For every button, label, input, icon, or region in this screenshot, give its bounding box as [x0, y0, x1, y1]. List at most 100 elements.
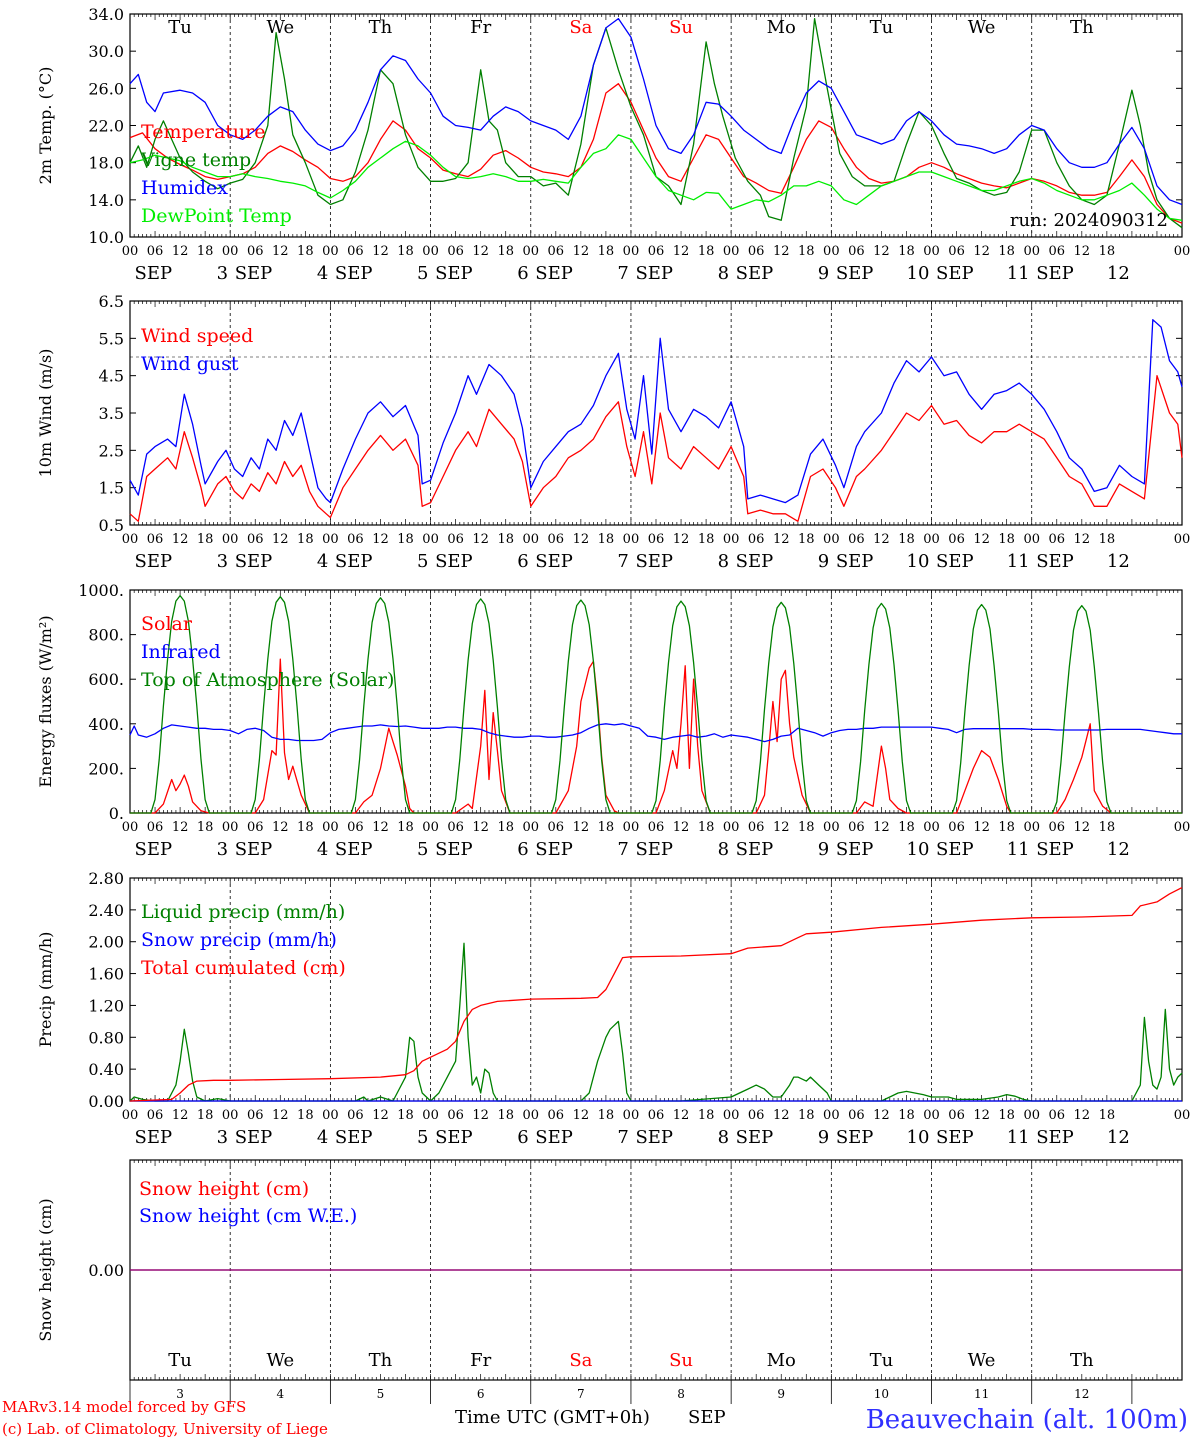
hour-label: 06 [147, 244, 164, 259]
hour-label: 12 [773, 532, 790, 547]
hour-label: 18 [397, 820, 414, 835]
hour-label: 12 [272, 1108, 289, 1123]
legend-entry: Infrared [141, 641, 221, 663]
hour-label: 18 [598, 820, 615, 835]
date-day-label: 8 [718, 839, 729, 860]
hour-label: 00 [322, 532, 339, 547]
date-month-label: SEP [635, 263, 673, 284]
panel-energy: 0. 200. 400. 600. 800. 1000. Energy fluxes (W/… [36, 581, 1190, 860]
hour-label: 06 [347, 244, 364, 259]
weekday-label: Mo [767, 1350, 796, 1371]
date-month-label: SEP [435, 551, 473, 572]
date-day-label: 12 [1107, 263, 1130, 284]
legend-entry: Snow precip (mm/h) [141, 929, 337, 951]
hour-label: 12 [372, 244, 389, 259]
date-month-label: SEP [135, 839, 173, 860]
hour-label: 12 [573, 1108, 590, 1123]
date-day-label: 12 [1107, 1127, 1130, 1148]
hour-label: 18 [598, 532, 615, 547]
y-tick-label: 200. [88, 759, 124, 778]
date-month-label: SEP [335, 1127, 373, 1148]
hour-label: 06 [548, 820, 565, 835]
hour-label: 18 [998, 244, 1015, 259]
weekday-label: Tu [168, 1350, 192, 1371]
y-tick-label: 800. [88, 626, 124, 645]
weekday-label: We [968, 17, 996, 38]
day-number-label: 10 [874, 1387, 889, 1401]
hour-label: 18 [497, 820, 514, 835]
date-day-label: 11 [1007, 839, 1030, 860]
hour-label: 12 [873, 1108, 890, 1123]
y-tick-label: 2.40 [88, 901, 124, 920]
run-annotation: run: 2024090312 [1010, 210, 1168, 231]
legend-entry: Snow height (cm W.E.) [139, 1205, 357, 1227]
hour-label: 18 [197, 532, 214, 547]
date-month-label: SEP [936, 551, 974, 572]
hour-label: 06 [748, 820, 765, 835]
date-month-label: SEP [836, 1127, 874, 1148]
date-day-label: 9 [818, 263, 829, 284]
hour-label: 12 [573, 532, 590, 547]
station-name: Beauvechain (alt. 100m) [866, 1405, 1188, 1435]
y-axis-label: 10m Wind (m/s) [36, 349, 55, 478]
day-number-label: 3 [176, 1387, 184, 1401]
hour-label: 18 [998, 1108, 1015, 1123]
hour-label: 18 [397, 1108, 414, 1123]
footer-month-label: SEP [688, 1407, 726, 1428]
hour-label: 12 [272, 820, 289, 835]
time-axis-label: Time UTC (GMT+0h) [455, 1407, 650, 1428]
hour-label: 12 [472, 532, 489, 547]
hour-label: 00 [823, 532, 840, 547]
date-month-label: SEP [535, 263, 573, 284]
weekday-label: Sa [569, 1350, 592, 1371]
date-month-label: SEP [836, 551, 874, 572]
hour-label: 12 [873, 532, 890, 547]
y-axis-label: Snow height (cm) [36, 1198, 55, 1341]
hour-label: 12 [472, 244, 489, 259]
date-day-label: 11 [1007, 1127, 1030, 1148]
weekday-label: Sa [569, 17, 592, 38]
hour-label: 12 [573, 244, 590, 259]
hour-label: 00 [522, 1108, 539, 1123]
date-day-label: 12 [1107, 551, 1130, 572]
hour-label: 06 [447, 820, 464, 835]
hour-label: 12 [1074, 820, 1091, 835]
date-month-label: SEP [435, 839, 473, 860]
hour-label: 06 [1048, 532, 1065, 547]
hour-label: 06 [1048, 820, 1065, 835]
series-line-humidex [129, 17, 1183, 206]
hour-label: 18 [798, 820, 815, 835]
y-tick-label: 0.00 [88, 1092, 124, 1111]
date-month-label: SEP [736, 839, 774, 860]
day-number-label: 5 [377, 1387, 385, 1401]
hour-label: 12 [272, 532, 289, 547]
series-line-wind-gust [129, 319, 1183, 504]
y-tick-label: 1.5 [99, 479, 124, 498]
hour-label: 06 [247, 244, 264, 259]
y-tick-label: 1.20 [88, 996, 124, 1015]
date-month-label: SEP [535, 839, 573, 860]
series-line-wind-speed [129, 375, 1183, 522]
hour-label: 06 [848, 532, 865, 547]
hour-label: 12 [673, 1108, 690, 1123]
day-number-label: 8 [677, 1387, 685, 1401]
weekday-label: Fr [470, 1350, 491, 1371]
date-day-label: 7 [617, 551, 628, 572]
y-tick-label: 14.0 [88, 191, 124, 210]
date-month-label: SEP [1036, 551, 1074, 572]
hour-label: 12 [873, 244, 890, 259]
hour-label: 00 [1174, 1108, 1191, 1123]
y-tick-label: 600. [88, 670, 124, 689]
hour-label: 00 [522, 532, 539, 547]
hour-label: 06 [1048, 1108, 1065, 1123]
hour-label: 18 [898, 1108, 915, 1123]
date-day-label: 11 [1007, 263, 1030, 284]
hour-label: 06 [948, 532, 965, 547]
hour-label: 18 [898, 244, 915, 259]
hour-label: 00 [623, 820, 640, 835]
hour-label: 06 [948, 1108, 965, 1123]
hour-label: 00 [522, 820, 539, 835]
date-month-label: SEP [736, 1127, 774, 1148]
hour-label: 18 [497, 532, 514, 547]
